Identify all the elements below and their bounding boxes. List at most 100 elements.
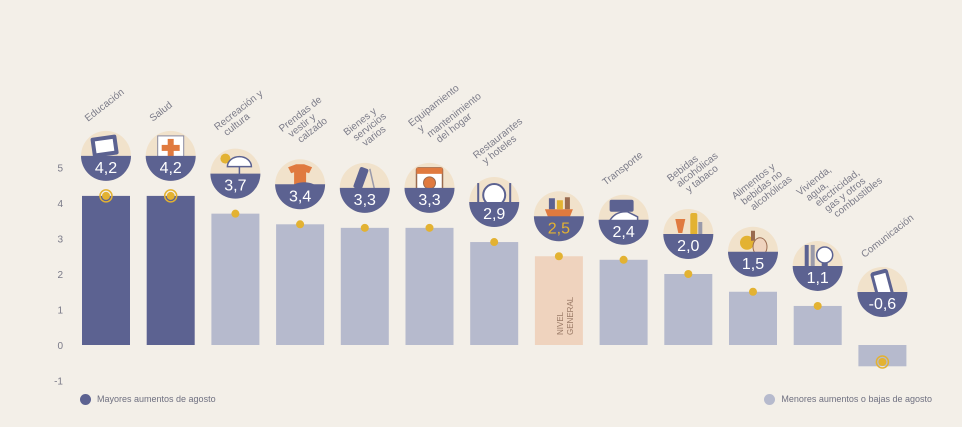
category-label-line: Salud [148,100,175,124]
value-marker-ring-12 [875,355,890,369]
value-badge-12 [857,292,908,317]
lightbulb-icon [815,246,834,264]
bar-6 [470,242,519,345]
y-tick-label: 2 [57,270,63,281]
sun-icon [220,153,231,164]
value-label-2: 3,7 [224,178,246,195]
value-badge-1 [145,155,196,181]
category-label-6: Restaurantesy hoteles [471,116,531,169]
category-badge-0: 4,2 [81,130,131,181]
glass-icon [675,219,686,233]
category-label-12: Comunicación [859,213,916,261]
washer-door-icon [423,176,436,190]
value-badge-6 [469,202,520,228]
y-tick-label: 4 [57,199,63,210]
umbrella-icon [226,155,253,168]
category-badge-11: 1,1 [792,240,843,291]
value-badge-10 [728,251,778,277]
value-label-11: 1,1 [807,270,829,287]
category-label-line: y [416,123,427,135]
bar-2 [211,213,260,345]
category-label-8: Transporte [601,150,646,188]
category-badge-9: 2,0 [663,209,714,259]
pipe-icon [810,244,815,269]
legend-mayores: Mayores aumentos de agosto [80,392,216,406]
legend-mayores-swatch [80,393,91,405]
groceries-icon [556,200,563,210]
book-page-icon [94,138,115,154]
bar-9 [664,274,713,345]
value-badge-5 [404,187,455,213]
category-label-line: Transporte [601,150,646,188]
bar-1 [146,195,195,345]
value-label-5: 3,3 [418,192,440,209]
bar-4 [340,227,389,345]
value-marker-4 [360,223,369,232]
groceries-icon [564,197,570,210]
value-badge-8 [598,219,649,245]
fruit-icon [740,235,754,250]
value-marker-1 [166,191,175,200]
category-label-line: Educación [83,87,127,124]
value-marker-2 [231,209,240,218]
nivel-general-label-line: GENERAL [566,296,575,335]
value-marker-5 [425,223,434,232]
brush-icon [369,168,376,192]
car-icon [608,210,639,223]
value-marker-6 [490,238,499,247]
category-badge-4: 3,3 [339,162,390,213]
category-label-4: Bienes yserviciosvarios [342,103,395,154]
utensil-icon [751,230,755,241]
y-tick-label: -1 [54,377,63,388]
value-label-8: 2,4 [612,224,634,241]
value-marker-ring-1 [163,189,178,203]
value-badge-2 [210,173,261,199]
value-marker-10 [749,287,757,296]
value-label-12: -0,6 [869,296,897,313]
washer-panel-icon [416,167,443,174]
spray-icon [353,167,369,190]
legend-menores: Menores aumentos o bajas de agosto [764,392,932,406]
value-marker-7 [554,252,563,261]
value-marker-3 [296,220,305,229]
cigarette-icon [698,222,703,234]
category-badge-7: 2,5 [533,191,584,242]
value-label-1: 4,2 [160,160,182,177]
category-label-0: Educación [83,87,127,124]
category-label-line: Comunicación [859,213,916,261]
category-badge-3: 3,4 [275,159,326,210]
value-badge-0 [81,155,131,181]
bottle-icon [690,213,698,235]
y-tick-label: 3 [57,235,63,246]
shirt-icon [288,164,313,186]
category-label-1: Salud [148,100,175,124]
category-label-3: Prendas devestir ycalzado [277,94,337,150]
legend-mayores-label: Mayores aumentos de agosto [97,394,216,404]
category-label-5: Equipamientoymantenimientodel hogar [407,75,491,153]
bar-8 [599,259,648,345]
value-marker-9 [684,270,693,278]
value-label-6: 2,9 [483,206,505,223]
category-badge-12: -0,6 [857,267,908,317]
smartphone-screen-icon [873,272,891,297]
category-badge-5: 3,3 [404,162,455,213]
value-badge-11 [792,265,843,291]
category-badge-10: 1,5 [728,226,778,277]
bar-11 [793,305,842,345]
category-badge-1: 4,2 [145,130,196,181]
value-label-9: 2,0 [677,238,699,255]
value-marker-8 [619,255,628,264]
nivel-general-label: NIVELGENERAL [556,296,575,335]
value-badge-7 [533,216,584,242]
value-badge-3 [275,184,326,210]
pipe-icon [804,244,809,269]
value-badge-4 [339,187,390,213]
health-cross-icon [161,144,180,151]
bar-0 [82,195,130,345]
value-label-7: 2,5 [548,220,570,237]
value-label-3: 3,4 [289,188,311,205]
category-label-9: Bebidasalcohólicasy tabaco [665,143,726,200]
value-badge-9 [663,234,714,259]
